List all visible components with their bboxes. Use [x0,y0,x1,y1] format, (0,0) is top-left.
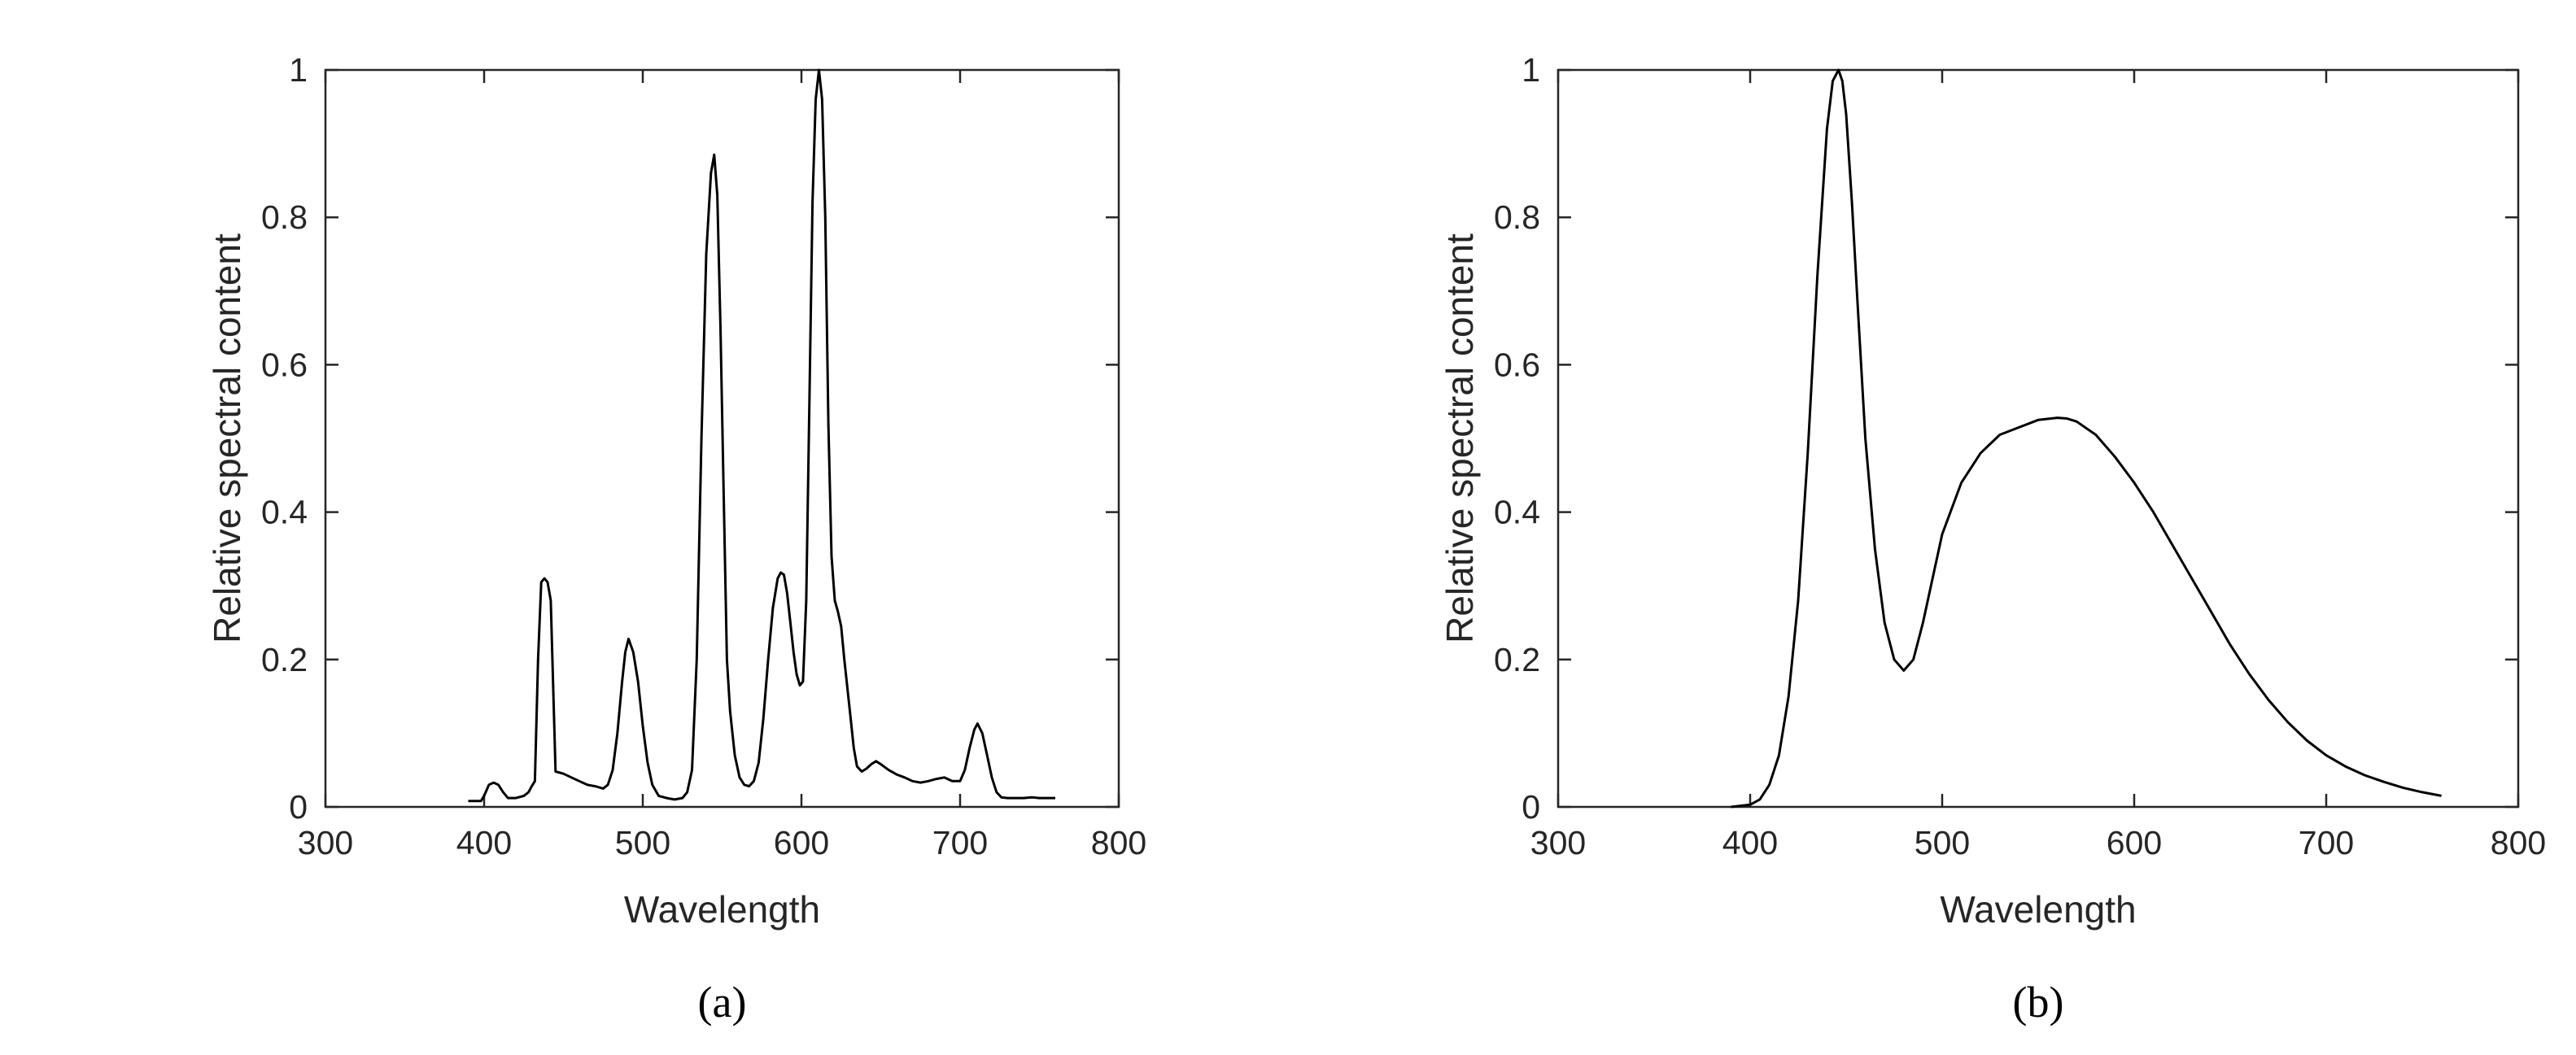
y-tick-label: 0.4 [261,494,308,531]
y-axis-label: Relative spectral content [206,233,248,643]
x-tick-label: 400 [456,824,512,861]
x-tick-label: 600 [774,824,829,861]
x-tick-label: 500 [1915,824,1970,861]
spectrum-line [1731,68,2442,809]
x-tick-label: 500 [615,824,670,861]
y-tick-label: 0.2 [1494,641,1540,678]
y-tick-label: 0 [1522,788,1540,826]
y-tick-label: 0.4 [1494,494,1540,531]
spectrum-line [468,68,1055,803]
y-tick-label: 0.8 [261,198,308,236]
x-tick-label: 800 [1091,824,1146,861]
panel-label: (b) [2013,978,2064,1027]
x-tick-label: 300 [298,824,353,861]
y-tick-label: 1 [1522,51,1540,89]
y-tick-label: 0 [289,788,308,826]
x-axis-label: Wavelength [1940,888,2136,931]
x-tick-label: 700 [932,824,988,861]
x-tick-label: 300 [1530,824,1586,861]
plot-frame [1557,68,2520,809]
y-tick-label: 0.6 [1494,346,1540,383]
x-tick-label: 700 [2299,824,2354,861]
y-tick-label: 0.2 [261,641,308,678]
plot-frame [324,68,1120,809]
chart-panel-a: 300 400 500 600 700 800 0 0.2 0.4 0.6 0.8 1 Waveleng… [206,51,1146,1027]
y-tick-label: 0.6 [261,346,308,383]
x-axis-label: Wavelength [624,888,820,931]
x-tick-label: 400 [1722,824,1778,861]
x-tick-label: 800 [2491,824,2546,861]
y-tick-label: 0.8 [1494,198,1540,236]
y-tick-label: 1 [289,51,308,89]
chart-panel-b: 300 400 500 600 700 800 0 0.2 0.4 0.6 0.8 1 Waveleng… [1439,51,2546,1027]
y-axis-label: Relative spectral content [1439,233,1481,643]
panel-label: (a) [698,978,747,1027]
x-tick-label: 600 [2107,824,2162,861]
